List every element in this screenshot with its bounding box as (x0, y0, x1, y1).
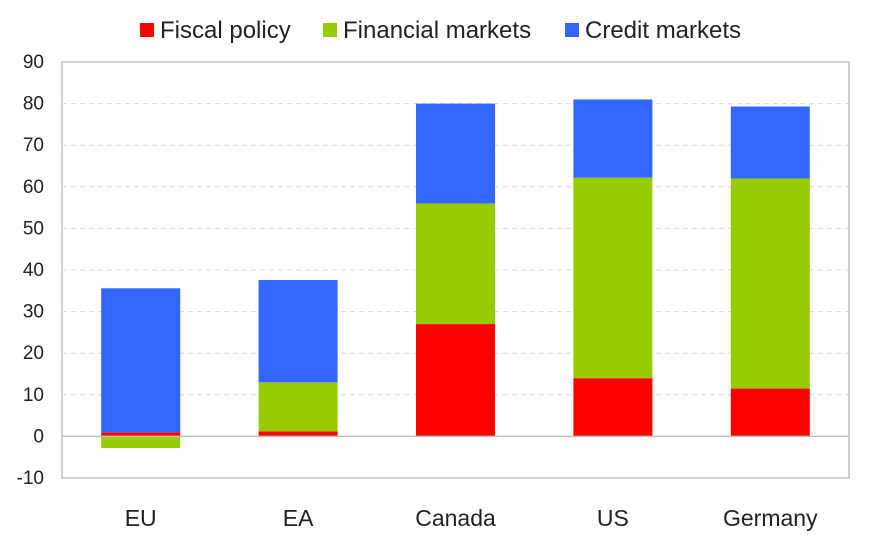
y-tick-label: 0 (33, 426, 44, 447)
bar-segment-financial-markets (416, 203, 495, 325)
y-tick-label: 10 (23, 385, 44, 406)
y-tick-label: 90 (23, 52, 44, 73)
x-category-label: Germany (723, 505, 818, 531)
y-tick-label: 60 (23, 177, 44, 198)
bar-segment-fiscal-policy (730, 388, 810, 437)
y-tick-label: 40 (23, 260, 44, 281)
legend-label: Financial markets (343, 17, 531, 44)
bar-segment-credit-markets (101, 288, 181, 433)
bar-segment-credit-markets (573, 99, 653, 178)
bar-segment-credit-markets (258, 279, 338, 383)
plot-area: -10 0 10 20 30 40 50 60 70 80 90 EU EA Canada US German… (17, 52, 850, 531)
y-tick-label: 50 (23, 218, 44, 239)
bar-segment-financial-markets (258, 382, 338, 432)
x-category-label: US (597, 505, 629, 531)
bar-segment-fiscal-policy (101, 432, 181, 437)
bar-segment-financial-markets (573, 177, 653, 379)
legend-swatch (565, 23, 579, 37)
bar-segment-fiscal-policy (416, 324, 495, 437)
legend-swatch (323, 23, 337, 37)
y-tick-label: 80 (23, 94, 44, 115)
legend: Fiscal policy Financial markets Credit mar… (140, 17, 741, 44)
bar-segment-credit-markets (730, 106, 810, 179)
x-category-label: EU (125, 505, 157, 531)
legend-swatch (140, 23, 154, 37)
y-tick-label: 70 (23, 135, 44, 156)
y-tick-label: 30 (23, 302, 44, 323)
legend-label: Fiscal policy (160, 17, 291, 44)
y-tick-label: -10 (17, 468, 44, 489)
legend-label: Credit markets (585, 17, 741, 44)
y-tick-label: 20 (23, 343, 44, 364)
bar-segment-financial-markets (730, 178, 810, 389)
x-category-label: Canada (415, 505, 496, 531)
bar-segment-financial-markets (101, 436, 181, 449)
bar-segment-credit-markets (416, 103, 495, 204)
bar-segment-fiscal-policy (573, 378, 653, 437)
x-category-label: EA (283, 505, 314, 531)
bar-segment-fiscal-policy (258, 431, 338, 437)
